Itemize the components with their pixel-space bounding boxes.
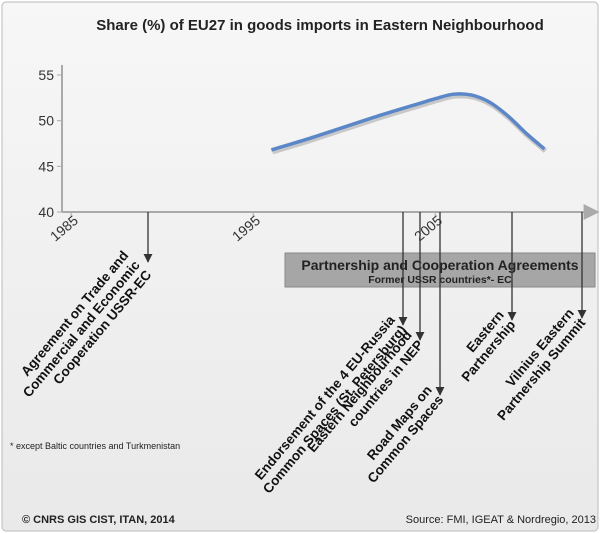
y-tick-label: 55 — [38, 67, 54, 83]
y-tick-label: 40 — [38, 204, 54, 220]
y-tick-label: 50 — [38, 113, 54, 129]
y-tick-label: 45 — [38, 158, 54, 174]
source: Source: FMI, IGEAT & Nordregio, 2013 — [406, 514, 596, 526]
data-line — [270, 92, 546, 152]
credit: © CNRS GIS CIST, ITAN, 2014 — [22, 514, 176, 526]
footnote: * except Baltic countries and Turkmenist… — [10, 441, 180, 451]
chart-title: Share (%) of EU27 in goods imports in Ea… — [96, 17, 544, 34]
